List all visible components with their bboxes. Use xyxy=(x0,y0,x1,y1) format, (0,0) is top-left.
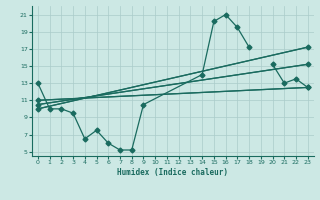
X-axis label: Humidex (Indice chaleur): Humidex (Indice chaleur) xyxy=(117,168,228,177)
